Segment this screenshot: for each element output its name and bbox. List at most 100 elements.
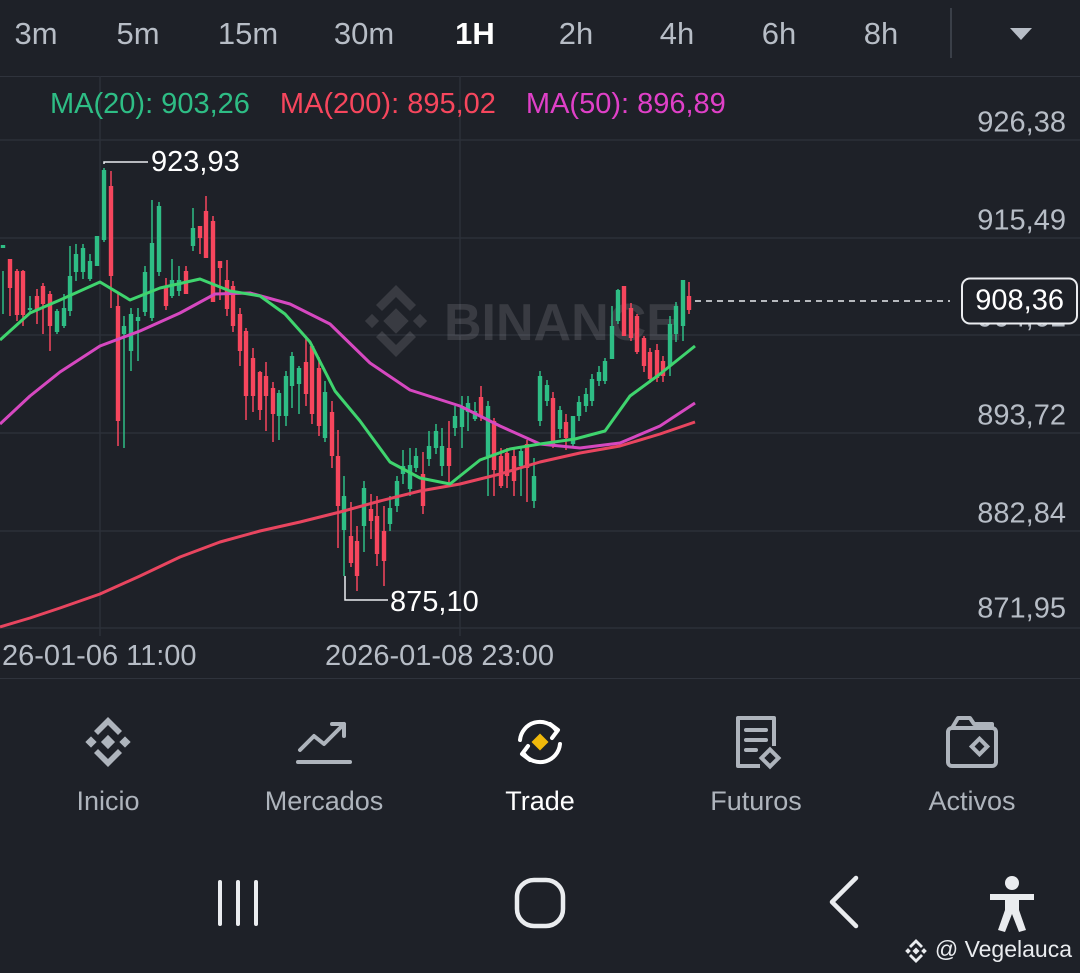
candle-body bbox=[135, 317, 141, 321]
candle-body bbox=[14, 271, 20, 315]
candle bbox=[426, 431, 432, 466]
ma50-value: MA(50): 896,89 bbox=[525, 88, 726, 120]
tab-5m[interactable]: 5m bbox=[116, 16, 160, 51]
candle bbox=[686, 282, 692, 314]
candle-body bbox=[452, 416, 458, 428]
candle-body bbox=[478, 397, 484, 416]
candle bbox=[381, 506, 387, 586]
credit-text: @ Vegelauca bbox=[934, 936, 1072, 962]
candle-body bbox=[40, 286, 46, 304]
candle bbox=[524, 440, 530, 502]
market-trend-icon bbox=[296, 722, 352, 764]
candle bbox=[341, 476, 347, 576]
price-axis-label: 915,49 bbox=[977, 204, 1066, 237]
current-price-badge: 908,36 bbox=[961, 277, 1078, 325]
candle bbox=[183, 266, 189, 294]
candle-body bbox=[0, 245, 6, 248]
accessibility-icon[interactable] bbox=[984, 874, 1040, 934]
candle bbox=[250, 348, 256, 412]
candle-body bbox=[563, 422, 569, 438]
candle-body bbox=[531, 476, 537, 501]
price-axis-label: 926,38 bbox=[977, 106, 1066, 139]
watermark-text: BINANCE bbox=[444, 294, 681, 352]
nav-label: Trade bbox=[505, 786, 575, 816]
candle-body bbox=[237, 314, 243, 351]
tab-2h[interactable]: 2h bbox=[558, 16, 594, 51]
candle bbox=[87, 254, 93, 281]
candle-body bbox=[316, 368, 322, 426]
candle bbox=[596, 366, 602, 386]
home-icon[interactable] bbox=[513, 876, 567, 930]
tab-8h[interactable]: 8h bbox=[863, 16, 899, 51]
tab-15m[interactable]: 15m bbox=[217, 16, 279, 51]
ma200-value: MA(200): 895,02 bbox=[279, 88, 496, 120]
candle bbox=[289, 352, 295, 408]
candle-body bbox=[335, 456, 341, 506]
candle bbox=[589, 374, 595, 406]
nav-item-trade[interactable]: Trade bbox=[440, 712, 640, 817]
candle bbox=[329, 401, 335, 468]
candle-body bbox=[210, 221, 216, 302]
candle-body bbox=[609, 326, 615, 359]
binance-watermark: BINANCE bbox=[364, 285, 681, 357]
candle-body bbox=[361, 488, 367, 526]
wallet-icon bbox=[946, 716, 998, 768]
nav-item-mercados[interactable]: Mercados bbox=[224, 712, 424, 817]
candle-body bbox=[413, 456, 419, 468]
candle-body bbox=[217, 261, 223, 268]
candle-body bbox=[686, 296, 692, 310]
candle-body bbox=[276, 393, 282, 416]
futures-document-icon bbox=[736, 716, 782, 770]
candle-body bbox=[7, 259, 13, 288]
candle bbox=[518, 448, 524, 496]
candle-body bbox=[465, 403, 471, 412]
candle-body bbox=[634, 316, 640, 352]
candle-body bbox=[504, 453, 510, 476]
candle bbox=[387, 496, 393, 531]
candle-body bbox=[115, 306, 121, 421]
system-navigation-bar bbox=[0, 850, 1080, 973]
recent-apps-icon[interactable] bbox=[212, 878, 264, 928]
nav-item-futuros[interactable]: Futuros bbox=[656, 712, 856, 817]
candle bbox=[163, 278, 169, 310]
tab-1h[interactable]: 1H bbox=[455, 16, 495, 51]
candle bbox=[433, 424, 439, 454]
candle-body bbox=[230, 286, 236, 326]
candle-body bbox=[596, 372, 602, 381]
nav-label: Futuros bbox=[710, 786, 802, 816]
nav-item-inicio[interactable]: Inicio bbox=[8, 712, 208, 817]
candle-body bbox=[647, 352, 653, 379]
high-marker bbox=[103, 161, 148, 164]
chevron-down-icon[interactable] bbox=[1006, 22, 1036, 46]
candle bbox=[230, 281, 236, 332]
candle bbox=[609, 306, 615, 359]
candle bbox=[634, 314, 640, 354]
ma20-value: MA(20): 903,26 bbox=[50, 88, 250, 120]
candle-body bbox=[354, 541, 360, 576]
nav-item-activos[interactable]: Activos bbox=[872, 712, 1072, 817]
candle-body bbox=[257, 372, 263, 410]
candle bbox=[531, 458, 537, 508]
binance-small-icon bbox=[905, 938, 928, 963]
candle bbox=[7, 259, 13, 316]
tab-3m[interactable]: 3m bbox=[14, 16, 58, 51]
candle bbox=[374, 496, 380, 566]
candle-body bbox=[667, 324, 673, 366]
tab-30m[interactable]: 30m bbox=[333, 16, 395, 51]
nav-label: Activos bbox=[928, 786, 1016, 816]
candle-body bbox=[289, 356, 295, 386]
candle bbox=[570, 416, 576, 446]
back-icon[interactable] bbox=[822, 874, 866, 930]
candle bbox=[511, 448, 517, 496]
candlestick-chart[interactable]: BINANCE bbox=[0, 76, 1080, 678]
candle bbox=[557, 406, 563, 438]
candle-body bbox=[108, 186, 114, 276]
candle-body bbox=[163, 286, 169, 306]
tab-6h[interactable]: 6h bbox=[761, 16, 797, 51]
candle-body bbox=[176, 280, 182, 291]
candle bbox=[647, 348, 653, 383]
tab-4h[interactable]: 4h bbox=[659, 16, 695, 51]
candle-body bbox=[303, 362, 309, 394]
candle-body bbox=[570, 416, 576, 444]
candle-body bbox=[589, 379, 595, 401]
